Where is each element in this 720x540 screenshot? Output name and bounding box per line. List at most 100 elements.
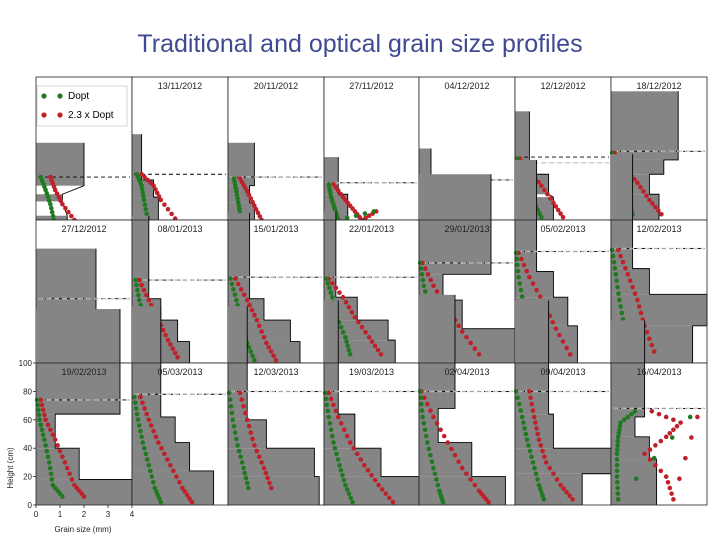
- dopt-scaled-point: [372, 343, 378, 349]
- dopt-scaled-point: [52, 437, 58, 442]
- dopt-point: [48, 201, 53, 207]
- dopt-scaled-point: [456, 323, 461, 329]
- dopt-point: [229, 410, 235, 416]
- dopt-point: [252, 357, 257, 363]
- dopt-scaled-point: [555, 207, 561, 213]
- dopt-scaled-point: [366, 213, 372, 219]
- dopt-point: [327, 421, 333, 426]
- dopt-point: [36, 407, 41, 413]
- dopt-scaled-point: [168, 342, 173, 347]
- dopt-scaled-point: [328, 396, 334, 402]
- dopt-scaled-point: [383, 491, 389, 496]
- dopt-scaled-point: [533, 420, 538, 425]
- dopt-point: [621, 417, 627, 423]
- traditional-band: [36, 142, 84, 186]
- dopt-point: [614, 451, 620, 457]
- dopt-point: [423, 433, 429, 439]
- dopt-point: [523, 431, 529, 437]
- dopt-scaled-point: [45, 422, 51, 428]
- dopt-point: [345, 343, 351, 349]
- dopt-scaled-point: [177, 479, 182, 485]
- dopt-point: [140, 440, 146, 445]
- dopt-point: [136, 423, 142, 428]
- dopt-point: [154, 489, 159, 494]
- dopt-scaled-point: [375, 347, 381, 353]
- dopt-point: [45, 454, 51, 460]
- dopt-point: [330, 433, 335, 439]
- legend-scaled-marker-a: [41, 112, 47, 118]
- dopt-point: [343, 482, 348, 488]
- dopt-point: [138, 428, 143, 434]
- dopt-scaled-point: [238, 287, 244, 292]
- dopt-scaled-point: [641, 189, 646, 194]
- dopt-scaled-point: [331, 402, 336, 408]
- dopt-scaled-point: [671, 417, 676, 423]
- dopt-point: [243, 475, 249, 481]
- traditional-band: [611, 91, 679, 160]
- dopt-scaled-point: [248, 430, 254, 435]
- dopt-point: [43, 187, 48, 193]
- dopt-scaled-point: [632, 176, 637, 182]
- dopt-point: [348, 495, 354, 501]
- dopt-scaled-point: [519, 256, 524, 262]
- traditional-profile: [632, 154, 708, 363]
- dopt-scaled-point: [165, 206, 171, 212]
- dopt-scaled-point: [551, 471, 556, 477]
- traditional-profile: [335, 211, 396, 363]
- dopt-point: [611, 259, 617, 265]
- dopt-point: [612, 265, 618, 271]
- dopt-scaled-point: [335, 414, 341, 420]
- dopt-point: [142, 202, 148, 207]
- panel-date-label: 20/11/2012: [254, 81, 298, 91]
- dopt-point: [529, 454, 534, 460]
- traditional-band: [419, 408, 439, 443]
- dopt-scaled-point: [362, 462, 367, 468]
- dopt-scaled-point: [38, 397, 44, 403]
- panel-18: 19/03/2013: [322, 300, 420, 506]
- dopt-scaled-point: [146, 297, 152, 303]
- dopt-scaled-point: [663, 414, 669, 420]
- dopt-point: [618, 304, 623, 309]
- dopt-scaled-point: [551, 200, 556, 206]
- dopt-scaled-point: [266, 344, 272, 350]
- y-axis-label: Height (cm): [6, 447, 15, 489]
- dopt-point: [327, 285, 332, 291]
- traditional-band: [36, 248, 96, 313]
- dopt-point: [140, 190, 146, 196]
- dopt-point: [148, 468, 153, 474]
- traditional-band: [36, 309, 120, 415]
- dopt-scaled-point: [683, 455, 688, 461]
- dopt-point: [609, 247, 615, 253]
- x-tick-label: 0: [34, 510, 39, 519]
- panel-date-label: 16/04/2013: [636, 367, 681, 377]
- dopt-scaled-point: [618, 253, 623, 259]
- dopt-point: [532, 465, 537, 471]
- dopt-scaled-point: [153, 434, 159, 440]
- dopt-scaled-point: [536, 437, 542, 442]
- traditional-band: [611, 320, 645, 417]
- dopt-scaled-point: [256, 454, 262, 460]
- dopt-scaled-point: [538, 443, 544, 448]
- dopt-scaled-point: [438, 427, 443, 433]
- dopt-point: [419, 401, 424, 407]
- dopt-scaled-point: [653, 443, 658, 448]
- dopt-scaled-point: [431, 414, 436, 420]
- dopt-point: [226, 390, 232, 396]
- dopt-scaled-point: [39, 402, 45, 408]
- dopt-scaled-point: [656, 208, 661, 214]
- dopt-scaled-point: [560, 214, 566, 220]
- dopt-scaled-point: [343, 299, 349, 305]
- dopt-scaled-point: [175, 354, 180, 360]
- dopt-point: [39, 427, 45, 433]
- traditional-band: [324, 211, 336, 298]
- dopt-scaled-point: [636, 304, 642, 309]
- dopt-scaled-point: [252, 443, 257, 448]
- dopt-point: [334, 451, 339, 457]
- traditional-profile: [337, 300, 420, 505]
- dopt-scaled-point: [535, 431, 541, 437]
- traditional-band: [324, 300, 339, 415]
- dopt-scaled-point: [271, 353, 276, 359]
- dopt-scaled-point: [564, 345, 569, 351]
- traditional-band: [515, 300, 549, 415]
- dopt-point: [614, 474, 620, 479]
